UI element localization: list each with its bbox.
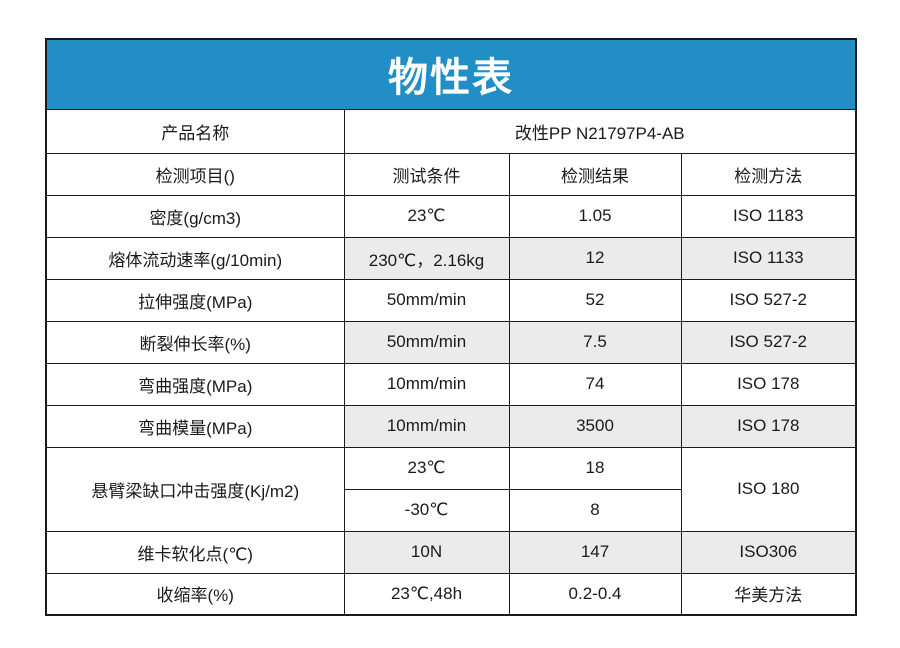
table-row: 维卡软化点(℃) 10N 147 ISO306 [45,530,857,574]
property-cell: 拉伸强度(MPa) [45,278,345,322]
table-row: 密度(g/cm3) 23℃ 1.05 ISO 1183 [45,194,857,238]
product-name-value: 改性PP N21797P4-AB [343,108,857,154]
result-cell: 3500 [508,404,682,448]
result-cell: 12 [508,236,682,280]
result-cell: 1.05 [508,194,682,238]
result-cell: 52 [508,278,682,322]
property-cell: 维卡软化点(℃) [45,530,345,574]
result-cell: 147 [508,530,682,574]
column-header-method: 检测方法 [680,152,857,196]
table-row: 熔体流动速率(g/10min) 230℃，2.16kg 12 ISO 1133 [45,236,857,280]
condition-cell: 10mm/min [343,362,510,406]
method-cell: ISO 180 [680,446,857,532]
result-cell: 8 [508,488,682,532]
property-cell: 收缩率(%) [45,572,345,616]
table-row: 弯曲强度(MPa) 10mm/min 74 ISO 178 [45,362,857,406]
table-row: -30℃ 8 [46,488,856,532]
property-cell: 密度(g/cm3) [45,194,345,238]
table-title: 物性表 [45,38,857,110]
column-header-item: 检测项目() [45,152,345,196]
table-row: 拉伸强度(MPa) 50mm/min 52 ISO 527-2 [45,278,857,322]
result-cell: 18 [508,446,682,490]
property-cell: 弯曲模量(MPa) [45,404,345,448]
table-row: 弯曲模量(MPa) 10mm/min 3500 ISO 178 [45,404,857,448]
condition-cell: -30℃ [343,488,510,532]
property-cell: 弯曲强度(MPa) [45,362,345,406]
method-cell: ISO 1183 [680,194,857,238]
condition-cell: 10mm/min [343,404,510,448]
condition-cell: 23℃ [343,446,510,490]
properties-sheet: 物性表 产品名称 改性PP N21797P4-AB 检测项目() 测试条件 检测… [45,38,857,616]
condition-cell: 50mm/min [343,320,510,364]
property-cell: 悬臂梁缺口冲击强度(Kj/m2) [45,446,345,532]
product-row: 产品名称 改性PP N21797P4-AB [45,108,857,154]
condition-cell: 23℃,48h [343,572,510,616]
result-cell: 7.5 [508,320,682,364]
column-header-condition: 测试条件 [343,152,510,196]
method-cell: 华美方法 [680,572,857,616]
result-cell: 0.2-0.4 [508,572,682,616]
title-row: 物性表 [45,38,857,110]
method-cell: ISO 527-2 [680,278,857,322]
condition-cell: 23℃ [343,194,510,238]
method-cell: ISO 178 [680,404,857,448]
product-name-label: 产品名称 [45,108,345,154]
column-header-result: 检测结果 [508,152,682,196]
table-row: 收缩率(%) 23℃,48h 0.2-0.4 华美方法 [45,572,857,616]
property-cell: 断裂伸长率(%) [45,320,345,364]
method-cell: ISO 527-2 [680,320,857,364]
result-cell: 74 [508,362,682,406]
property-cell: 熔体流动速率(g/10min) [45,236,345,280]
condition-cell: 50mm/min [343,278,510,322]
condition-cell: 10N [343,530,510,574]
method-cell: ISO306 [680,530,857,574]
properties-table: 物性表 产品名称 改性PP N21797P4-AB 检测项目() 测试条件 检测… [45,38,857,616]
table-row: 悬臂梁缺口冲击强度(Kj/m2) 23℃ 18 ISO 180 [45,446,857,532]
condition-cell: 230℃，2.16kg [343,236,510,280]
table-row: 断裂伸长率(%) 50mm/min 7.5 ISO 527-2 [45,320,857,364]
header-row: 检测项目() 测试条件 检测结果 检测方法 [45,152,857,196]
method-cell: ISO 1133 [680,236,857,280]
method-cell: ISO 178 [680,362,857,406]
